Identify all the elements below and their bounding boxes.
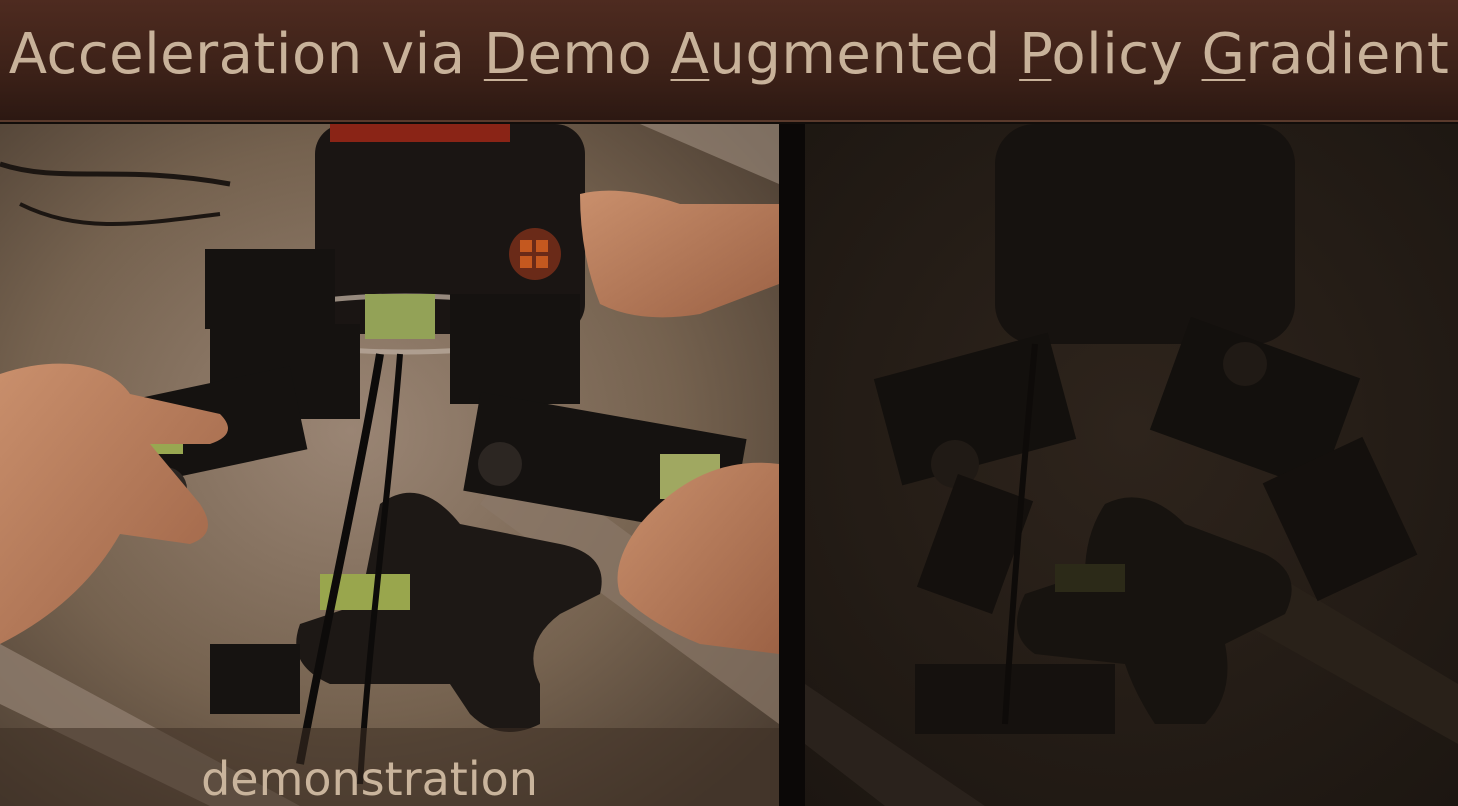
robot-hand-demonstration-image <box>0 124 779 806</box>
title-part: ugmented <box>709 22 1020 87</box>
robot-policy-video-panel <box>805 124 1458 806</box>
title-part: emo <box>527 22 671 87</box>
title-initial-g: G <box>1201 22 1246 87</box>
title-bar: Acceleration via Demo Augmented Policy G… <box>0 0 1458 122</box>
robot-hand-dimmed-image <box>805 124 1458 806</box>
title-initial-p: P <box>1019 22 1052 87</box>
title-part: olicy <box>1051 22 1202 87</box>
slide-title: Acceleration via Demo Augmented Policy G… <box>0 22 1458 87</box>
title-initial-a: A <box>670 22 710 87</box>
title-initial-d: D <box>483 22 528 87</box>
demonstration-caption: demonstration <box>201 752 538 806</box>
title-part: Acceleration via <box>8 22 484 87</box>
demonstration-video-panel <box>0 124 779 806</box>
title-part: radient <box>1245 22 1450 87</box>
panel-divider <box>779 124 805 806</box>
caption-band <box>0 728 779 806</box>
